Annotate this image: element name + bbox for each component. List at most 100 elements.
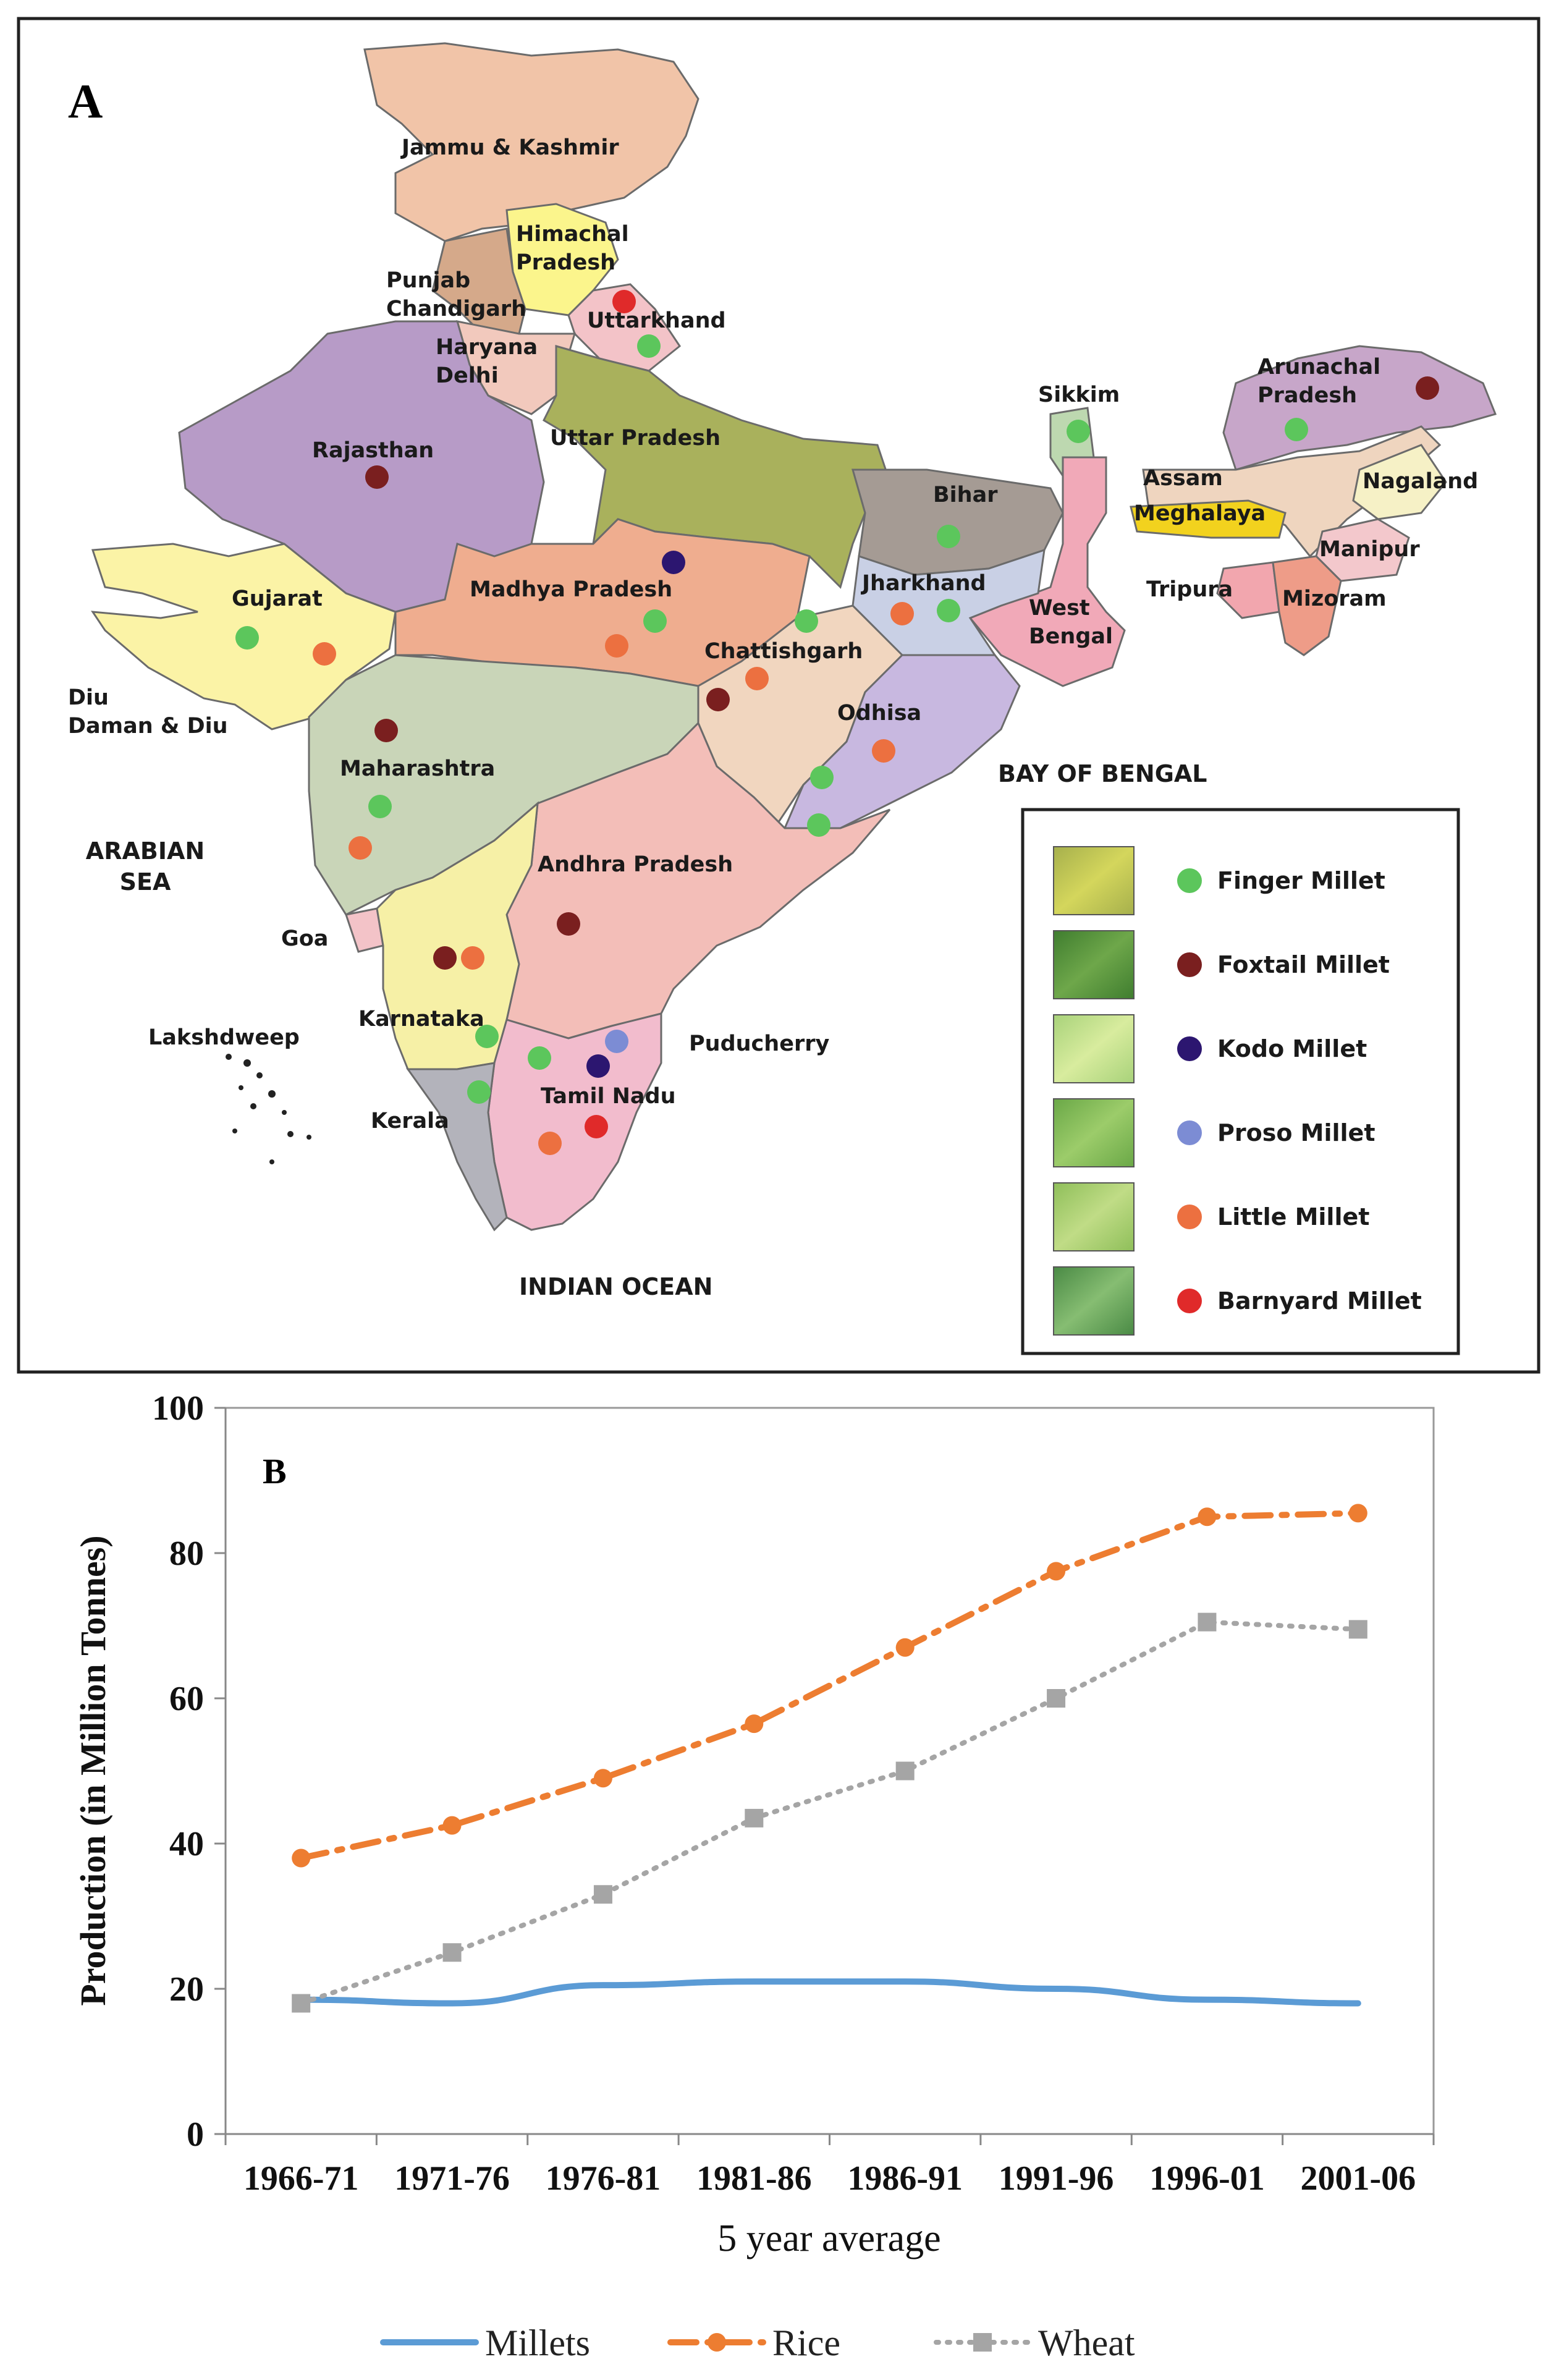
legend-label-finger-millet: Finger Millet [1217, 867, 1385, 894]
state-label-sikkim: Sikkim [1038, 383, 1120, 407]
millet-legend: Finger Millet Foxtail Millet Kodo Millet Pr… [1021, 808, 1460, 1355]
sea-label-arabian-sea: ARABIAN SEA [86, 837, 205, 896]
legend-marker-rice [708, 2333, 726, 2352]
region-nagaland [1352, 444, 1447, 520]
region-tripura [1216, 561, 1280, 619]
lakshadweep-islands [226, 1054, 311, 1164]
dot-finger-millet [1285, 418, 1308, 441]
dot-finger-millet [235, 626, 259, 650]
x-tick-label: 1971-76 [394, 2159, 510, 2198]
sea-label-bay-of-bengal: BAY OF BENGAL [998, 760, 1207, 787]
dot-barnyard-millet [612, 290, 636, 313]
legend-label-foxtail-millet: Foxtail Millet [1217, 951, 1390, 978]
state-label-maharashtra: Maharashtra [340, 756, 495, 781]
state-label-himachal-pradesh: Himachal Pradesh [516, 222, 629, 275]
state-label-andhra-pradesh: Andhra Pradesh [538, 852, 733, 877]
legend-swatch-kodo-millet [1053, 1014, 1135, 1083]
series-layer [292, 1504, 1367, 2013]
legend-dot-finger-millet [1177, 868, 1202, 893]
point-wheat [1047, 1689, 1066, 1708]
state-label-madhya-pradesh: Madhya Pradesh [470, 577, 672, 602]
millet-distribution-dots [235, 290, 1439, 1155]
point-rice [442, 1816, 462, 1835]
region-meghalaya [1130, 499, 1287, 539]
series-line-wheat [298, 1619, 1361, 2006]
state-label-punjab-chandigarh: Punjab Chandigarh [386, 268, 526, 321]
y-tick-label: 0 [187, 2115, 204, 2154]
dot-finger-millet [637, 334, 661, 358]
dot-finger-millet [937, 599, 960, 622]
legend-dot-kodo-millet [1177, 1036, 1202, 1061]
state-label-gujarat: Gujarat [232, 587, 323, 611]
legend-label-millets: Millets [485, 2323, 590, 2363]
point-wheat [593, 1885, 612, 1904]
legend-swatch-barnyard-millet [1053, 1266, 1135, 1336]
legend-label-little-millet: Little Millet [1217, 1203, 1369, 1230]
legend-label-wheat: Wheat [1038, 2323, 1135, 2363]
state-label-nagaland: Nagaland [1363, 469, 1478, 494]
state-label-tripura: Tripura [1146, 577, 1233, 602]
dot-finger-millet [368, 795, 392, 818]
state-label-uttarkhand: Uttarkhand [587, 308, 726, 333]
chart-legend: Millets Rice Wheat [380, 2323, 1135, 2363]
series-rice [292, 1504, 1367, 1868]
legend-label-proso-millet: Proso Millet [1217, 1119, 1375, 1146]
legend-dot-little-millet [1177, 1205, 1202, 1229]
dot-foxtail-millet [365, 465, 389, 489]
legend-marker-wheat [973, 2333, 992, 2352]
dot-foxtail-millet [706, 688, 730, 711]
point-rice [593, 1769, 612, 1788]
state-label-arunachal-pradesh: Arunachal Pradesh [1257, 355, 1380, 408]
state-label-puducherry: Puducherry [689, 1031, 829, 1056]
dot-finger-millet [795, 609, 818, 633]
panel-a-map: A [17, 17, 1540, 1374]
series-line-rice [298, 1510, 1361, 1861]
legend-label-barnyard-millet: Barnyard Millet [1217, 1287, 1422, 1315]
dot-barnyard-millet [585, 1115, 608, 1138]
region-uttar-pradesh [543, 345, 891, 589]
state-label-karnataka: Karnataka [358, 1007, 484, 1031]
x-tick-label: 1996-01 [1149, 2159, 1265, 2198]
point-rice [745, 1714, 764, 1734]
state-label-diu-daman-diu: Diu Daman & Diu [68, 685, 228, 739]
series-wheat [292, 1612, 1367, 2013]
x-tick-label: 1976-81 [546, 2159, 661, 2198]
dot-little-millet [538, 1132, 562, 1155]
state-label-uttar-pradesh: Uttar Pradesh [550, 426, 721, 451]
state-label-haryana-delhi: Haryana Delhi [436, 335, 538, 388]
region-odisha [783, 654, 1021, 829]
region-west-bengal [968, 456, 1126, 687]
x-tick-label: 1991-96 [999, 2159, 1114, 2198]
point-wheat [895, 1761, 915, 1781]
dot-foxtail-millet [374, 719, 398, 742]
panel-b-letter: B [263, 1451, 287, 1491]
legend-swatch-foxtail-millet [1053, 930, 1135, 999]
state-label-tamil-nadu: Tamil Nadu [541, 1084, 676, 1109]
point-wheat [292, 1994, 311, 2013]
dot-little-millet [313, 642, 336, 666]
dot-finger-millet [467, 1080, 491, 1104]
x-axis: 1966-71 1971-76 1976-81 1981-86 1986-91 1991-… [224, 2133, 1435, 2198]
y-tick-label: 100 [152, 1389, 204, 1428]
sea-labels: ARABIAN SEA BAY OF BENGAL INDIAN OCEAN [86, 760, 1207, 1300]
point-rice [1348, 1504, 1367, 1523]
y-axis: 0 20 40 60 80 100 [152, 1389, 227, 2154]
dot-little-millet [872, 739, 895, 763]
legend-dot-foxtail-millet [1177, 952, 1202, 977]
state-label-meghalaya: Meghalaya [1134, 501, 1266, 526]
dot-proso-millet [605, 1030, 628, 1053]
dot-finger-millet [1067, 420, 1090, 443]
panel-b-chart: B 0 20 40 60 80 100 1966-71 1971-76 1976-81 1981… [73, 1389, 1435, 2363]
legend-label-rice: Rice [772, 2323, 840, 2363]
point-wheat [745, 1808, 764, 1827]
dot-little-millet [349, 836, 372, 860]
y-tick-label: 20 [169, 1970, 204, 2009]
legend-label-kodo-millet: Kodo Millet [1217, 1035, 1367, 1062]
point-wheat [442, 1943, 462, 1962]
dot-little-millet [461, 946, 484, 970]
point-rice [1198, 1507, 1217, 1527]
x-tick-label: 1986-91 [847, 2159, 963, 2198]
legend-swatch-finger-millet [1053, 846, 1135, 915]
